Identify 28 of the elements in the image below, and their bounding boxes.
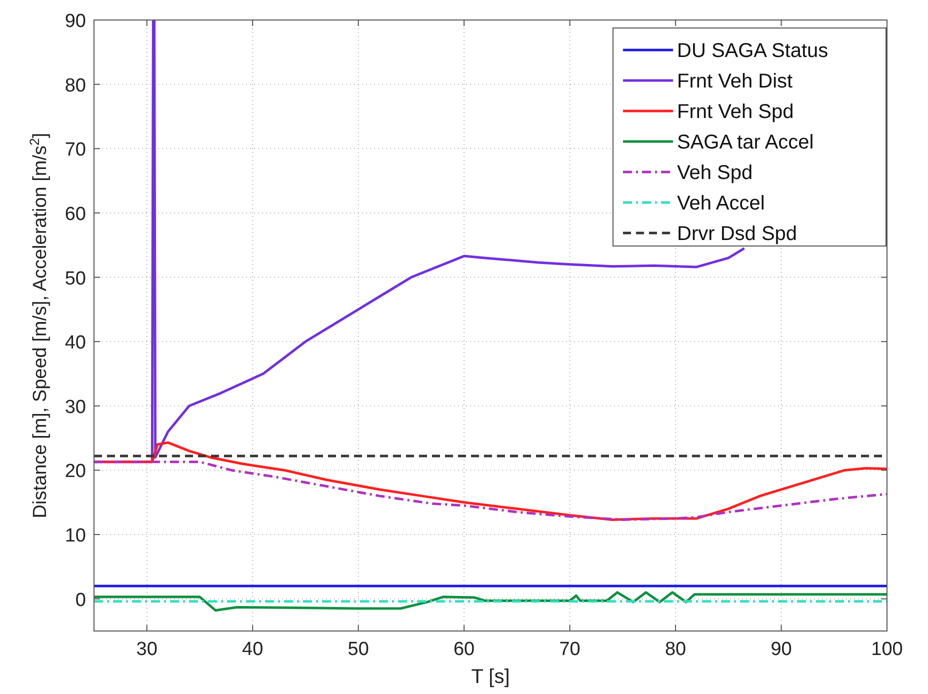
legend-label: Drvr Dsd Spd bbox=[677, 223, 798, 245]
x-axis-title: T [s] bbox=[471, 666, 510, 688]
y-tick-label: 40 bbox=[64, 332, 86, 354]
y-tick-label: 60 bbox=[64, 204, 86, 225]
x-tick-label: 30 bbox=[136, 639, 158, 660]
x-tick-label: 70 bbox=[559, 639, 580, 660]
legend-label: SAGA tar Accel bbox=[677, 132, 814, 154]
x-tick-label: 60 bbox=[453, 639, 475, 660]
legend-label: DU SAGA Status bbox=[677, 40, 828, 62]
line-series bbox=[94, 591, 887, 612]
y-tick-label: 20 bbox=[64, 461, 86, 482]
line-series bbox=[94, 460, 887, 521]
y-tick-label: 70 bbox=[64, 140, 86, 161]
legend-label: Veh Spd bbox=[677, 162, 753, 184]
y-tick-label: 0 bbox=[75, 590, 86, 611]
x-tick-label: 40 bbox=[242, 639, 264, 660]
y-tick-label: 10 bbox=[64, 526, 86, 547]
y-tick-label: 30 bbox=[64, 396, 86, 418]
legend-label: Veh Accel bbox=[677, 192, 765, 214]
x-tick-label: 80 bbox=[664, 639, 686, 660]
y-tick-label: 80 bbox=[64, 75, 86, 96]
legend-label: Frnt Veh Dist bbox=[677, 70, 794, 92]
y-tick-label: 90 bbox=[64, 11, 86, 32]
x-tick-label: 100 bbox=[871, 639, 903, 660]
y-tick-label: 50 bbox=[64, 268, 86, 290]
x-tick-label: 50 bbox=[348, 639, 369, 660]
x-tick-label: 90 bbox=[770, 639, 792, 660]
legend-label: Frnt Veh Spd bbox=[677, 101, 794, 123]
